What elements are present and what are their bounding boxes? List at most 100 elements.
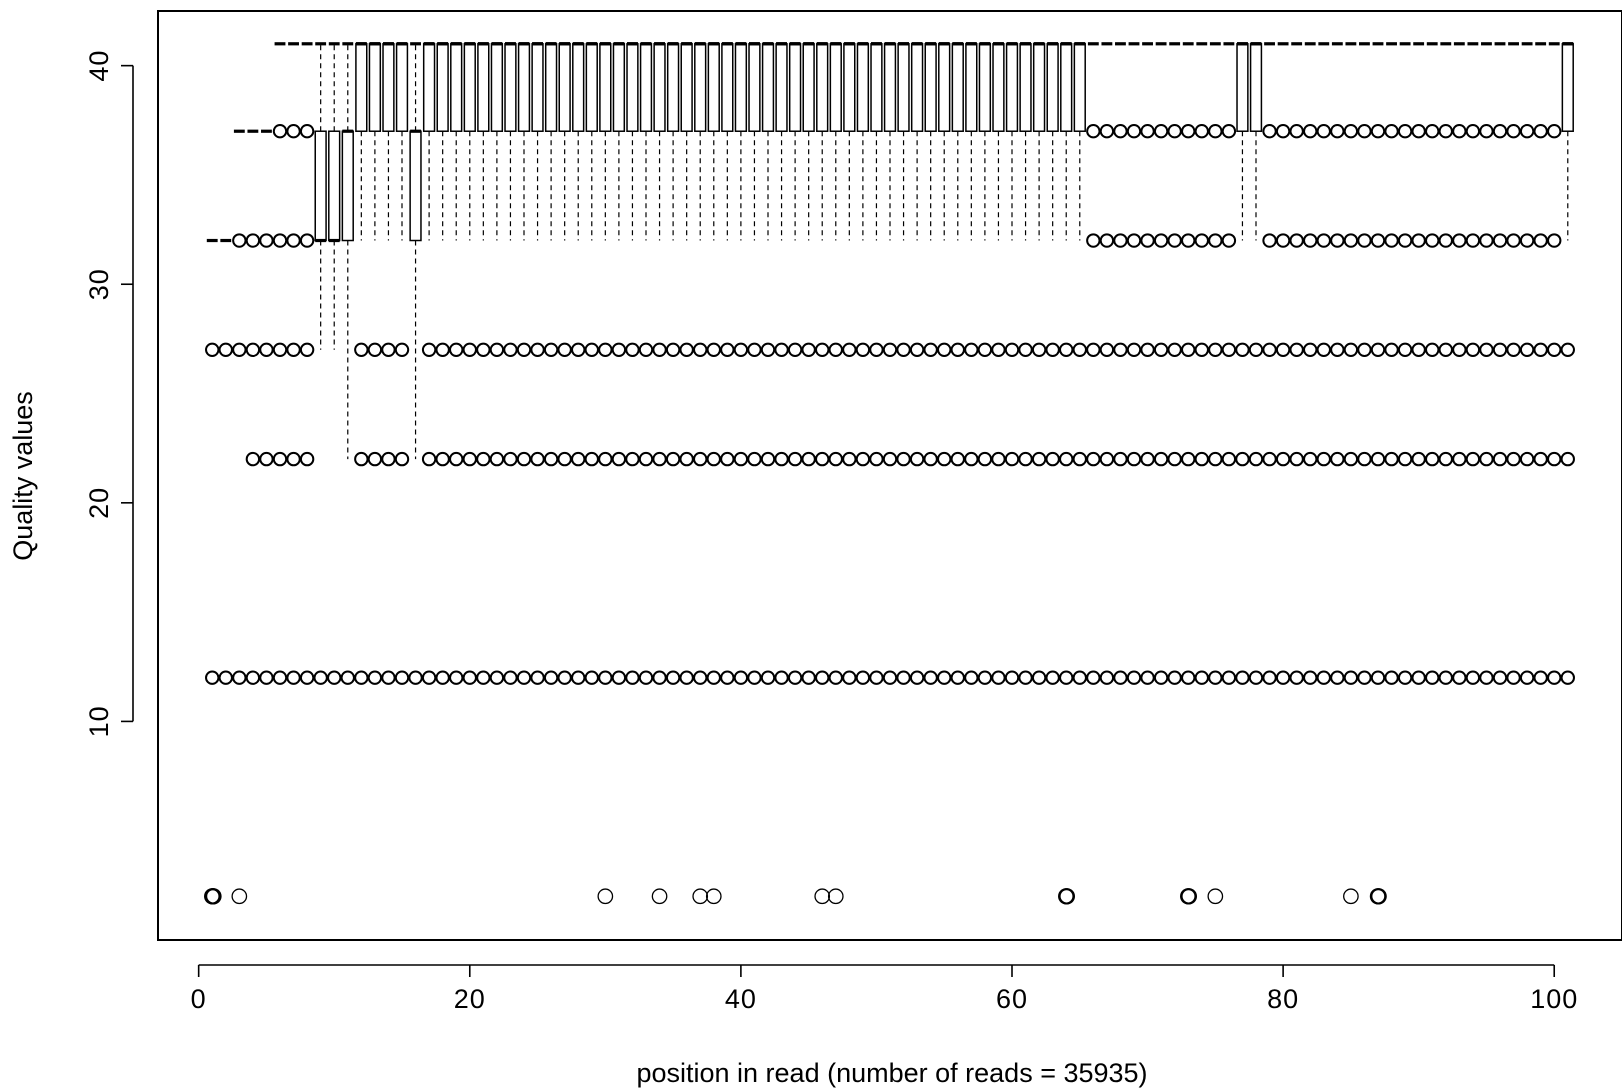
outlier-point: [1126, 124, 1142, 139]
outlier-point: [584, 670, 599, 685]
outlier-point: [693, 670, 708, 685]
outlier-point: [1452, 342, 1467, 358]
outlier-point: [1560, 451, 1575, 467]
outlier-point: [869, 670, 884, 685]
outlier-point: [1330, 124, 1345, 139]
outlier-point: [1343, 342, 1359, 358]
outlier-point: [950, 342, 965, 358]
box: [558, 43, 571, 132]
outlier-point: [991, 670, 1006, 685]
outlier-point: [1140, 670, 1155, 685]
outlier-point: [1208, 670, 1223, 685]
outlier-point: [1519, 124, 1535, 139]
outlier-point: [1086, 233, 1101, 248]
outlier-point: [543, 670, 559, 685]
outlier-point: [733, 342, 749, 358]
box: [314, 130, 327, 242]
outlier-point: [1126, 451, 1142, 467]
outlier-point: [1153, 451, 1169, 467]
outlier-point: [354, 670, 369, 685]
outlier-point: [1113, 124, 1128, 139]
x-tick-label: 40: [725, 984, 757, 1014]
outlier-point: [1384, 233, 1399, 248]
outlier-point: [1208, 451, 1223, 467]
plot-area: [157, 10, 1622, 941]
outlier-point: [503, 451, 518, 467]
outlier-point: [896, 451, 911, 467]
medians: [206, 42, 1574, 243]
outlier-point: [1167, 233, 1182, 248]
outlier-point: [1533, 124, 1548, 139]
outlier-point: [584, 342, 599, 358]
outlier-point: [449, 342, 464, 358]
outlier-point: [882, 451, 898, 467]
outlier-point: [855, 451, 871, 467]
outlier-point: [1519, 451, 1535, 467]
outlier-point: [1099, 233, 1115, 248]
outlier-point: [299, 451, 315, 467]
outlier-point: [1289, 233, 1304, 248]
outlier-point: [1126, 670, 1142, 685]
outlier-point: [1126, 342, 1142, 358]
whiskers: [320, 43, 1569, 460]
outlier-point: [774, 342, 789, 358]
y-axis-title: Quality values: [8, 391, 38, 561]
outlier-point: [1425, 124, 1440, 139]
outlier-point: [1479, 451, 1494, 467]
outlier-point: [1181, 342, 1196, 358]
outlier-point: [381, 670, 396, 685]
outlier-point: [1425, 233, 1440, 248]
box: [355, 43, 368, 132]
outlier-point: [245, 670, 261, 685]
box: [544, 43, 558, 132]
box: [1046, 43, 1059, 132]
outlier-point: [1181, 233, 1196, 248]
outlier-point: [245, 451, 261, 467]
outlier-point: [977, 342, 993, 358]
outlier-point: [1004, 451, 1020, 467]
outlier-point: [1506, 670, 1521, 685]
y-tick-label: 30: [84, 268, 114, 300]
outlier-point: [1208, 233, 1223, 248]
box: [883, 43, 897, 132]
outlier-point: [1492, 451, 1508, 467]
outlier-point: [503, 670, 518, 685]
outlier-point: [299, 124, 315, 139]
outlier-point: [367, 670, 383, 685]
outlier-point: [1452, 451, 1467, 467]
outlier-point: [652, 670, 667, 685]
outlier-point: [1004, 342, 1020, 358]
outlier-point: [259, 451, 274, 467]
outlier-point: [1086, 342, 1101, 358]
outlier-point: [1384, 451, 1399, 467]
outlier-point: [977, 670, 993, 685]
box: [504, 43, 517, 132]
outlier-point: [625, 342, 640, 358]
outlier-point: [272, 124, 288, 139]
outlier-point: [638, 342, 654, 358]
y-tick-label: 40: [84, 50, 114, 82]
box: [802, 43, 815, 132]
outlier-point: [869, 451, 884, 467]
outlier-point: [1411, 233, 1426, 248]
outlier-point: [665, 451, 681, 467]
box: [897, 43, 910, 132]
outlier-point: [1397, 233, 1413, 248]
outlier-point: [923, 670, 938, 685]
outlier-point: [1289, 124, 1304, 139]
outlier-point: [1086, 124, 1101, 139]
outlier-point: [828, 670, 843, 685]
box: [450, 43, 463, 132]
outlier-point: [299, 342, 315, 358]
outlier-point: [1086, 670, 1101, 685]
outlier-point: [774, 670, 789, 685]
x-axis-title: position in read (number of reads = 3593…: [636, 1058, 1147, 1088]
outlier-point: [557, 670, 572, 685]
outlier-point: [1235, 670, 1250, 685]
outlier-point: [1099, 342, 1115, 358]
box: [585, 43, 598, 132]
outlier-point: [1303, 670, 1318, 685]
outlier-point: [1533, 342, 1548, 358]
outlier-point: [1275, 124, 1291, 139]
outlier-point: [1533, 233, 1548, 248]
